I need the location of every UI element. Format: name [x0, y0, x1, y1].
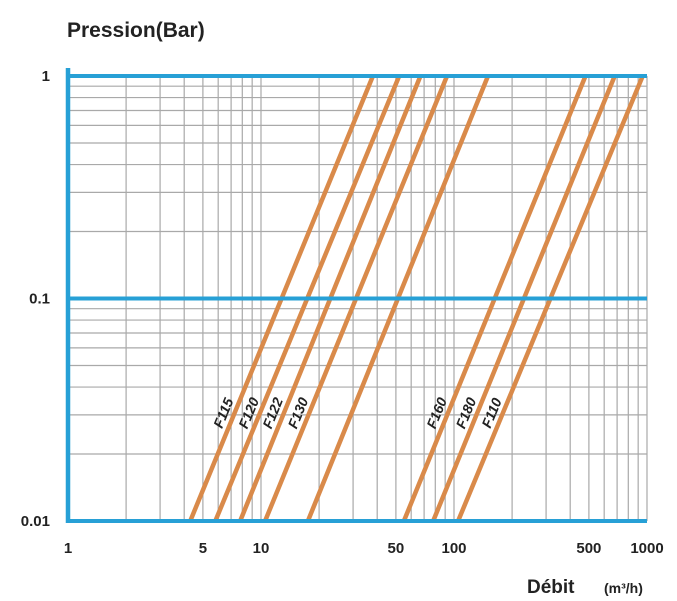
y-tick-label: 0.01	[21, 513, 50, 530]
x-tick-label: 10	[253, 540, 270, 557]
x-tick-label: 5	[199, 540, 207, 557]
x-tick-label: 100	[441, 540, 466, 557]
y-tick-label: 0.1	[29, 291, 50, 308]
tick-labels: 1 0.1 0.01 1 5 10 50 100 500 1000	[21, 68, 664, 557]
axis-lines	[65, 68, 647, 523]
x-axis-unit: (m³/h)	[604, 580, 643, 596]
y-tick-label: 1	[42, 68, 50, 85]
y-axis-title: Pression(Bar)	[67, 19, 205, 42]
x-tick-label: 1	[64, 540, 72, 557]
x-tick-label: 500	[576, 540, 601, 557]
x-tick-label: 1000	[630, 540, 663, 557]
x-axis-title: Débit	[527, 577, 575, 598]
x-tick-label: 50	[388, 540, 405, 557]
